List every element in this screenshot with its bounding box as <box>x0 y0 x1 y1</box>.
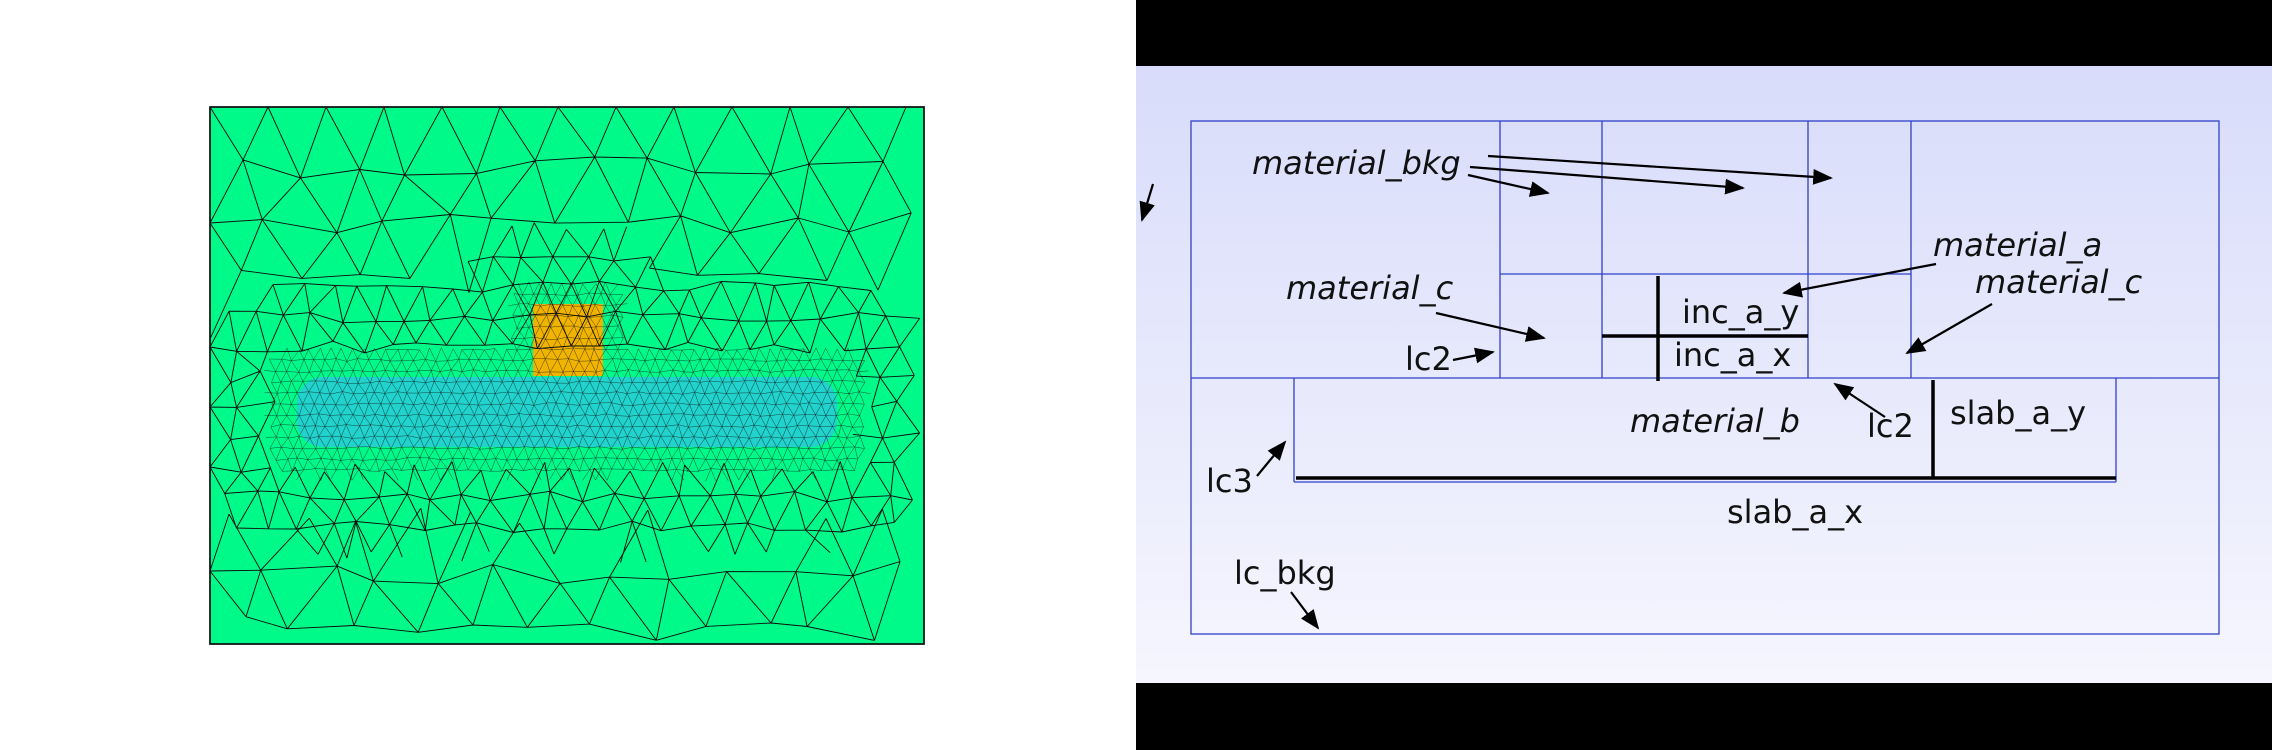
label-lc2-left: lc2 <box>1405 340 1452 378</box>
label-material-c-right: material_c <box>1975 263 2143 301</box>
label-material-c-left: material_c <box>1286 269 1454 307</box>
label-slab-a-x: slab_a_x <box>1727 493 1863 531</box>
top-black-bar <box>1136 0 2272 66</box>
schematic-figure: material_bkg material_c lc2 inc_a_y inc_… <box>1136 0 2272 750</box>
mesh-panel <box>0 0 1136 750</box>
label-inc-a-y: inc_a_y <box>1682 293 1799 331</box>
label-material-a: material_a <box>1933 226 2102 264</box>
mesh-figure <box>0 0 1136 750</box>
label-slab-a-y: slab_a_y <box>1950 394 2086 432</box>
label-material-bkg: material_bkg <box>1252 144 1461 182</box>
label-lc3: lc3 <box>1206 462 1253 500</box>
bottom-black-bar <box>1136 683 2272 750</box>
schematic-panel: material_bkg material_c lc2 inc_a_y inc_… <box>1136 0 2272 750</box>
label-lc-bkg: lc_bkg <box>1234 554 1336 592</box>
label-lc2-right: lc2 <box>1867 407 1914 445</box>
label-inc-a-x: inc_a_x <box>1674 336 1791 374</box>
label-material-b: material_b <box>1630 402 1800 440</box>
